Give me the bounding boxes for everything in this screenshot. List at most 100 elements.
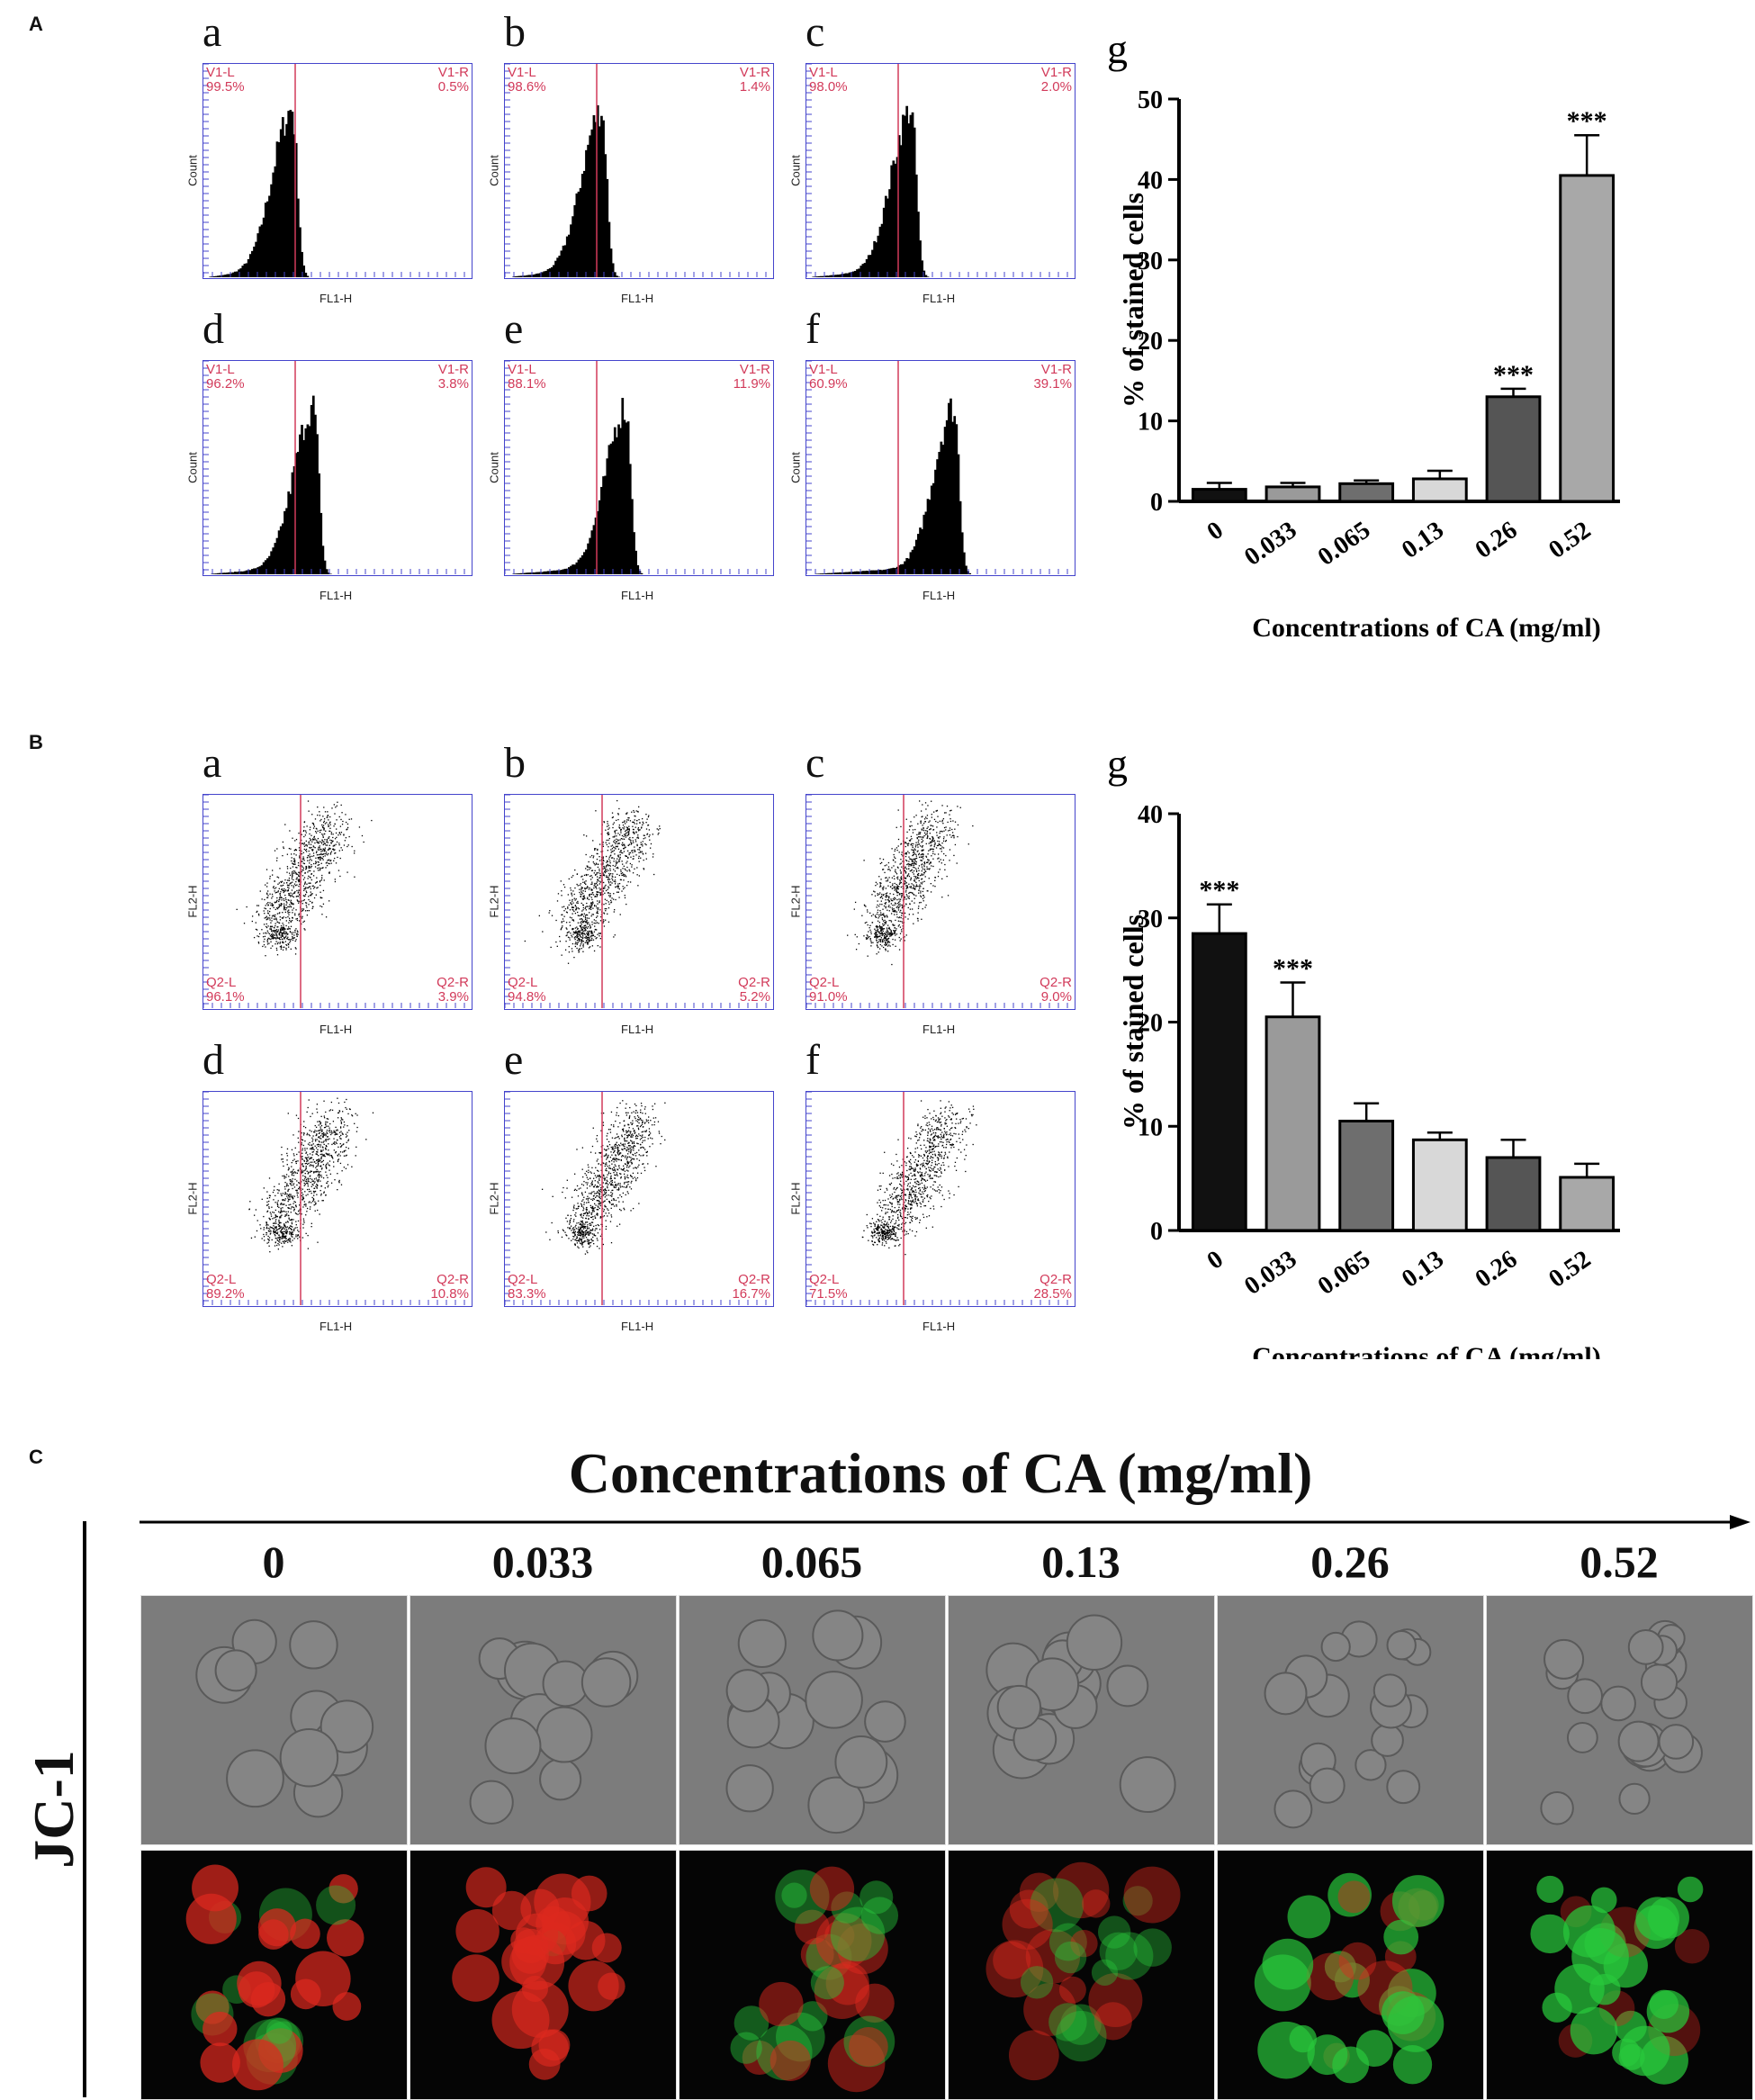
scatter-point xyxy=(628,828,629,829)
scatter-point xyxy=(283,1161,284,1162)
scatter-point xyxy=(286,1174,287,1175)
scatter-point xyxy=(866,922,867,923)
scatter-point xyxy=(893,865,894,866)
scatter-point xyxy=(583,898,584,899)
scatter-point xyxy=(295,872,296,873)
scatter-point xyxy=(913,854,914,855)
scatter-point xyxy=(338,1103,339,1104)
scatter-point xyxy=(893,860,894,861)
scatter-point xyxy=(608,901,609,902)
scatter-point xyxy=(277,938,278,939)
scatter-point xyxy=(265,917,266,918)
scatter-point xyxy=(945,812,946,813)
scatter-point xyxy=(289,942,290,943)
scatter-point xyxy=(919,865,920,866)
scatter-point xyxy=(608,907,609,908)
scatter-point xyxy=(316,1134,317,1135)
scatter-point xyxy=(889,935,890,936)
scatter-point xyxy=(340,819,341,820)
scatter-point xyxy=(294,913,295,914)
scatter-point xyxy=(579,889,580,890)
scatter-point xyxy=(895,849,896,850)
scatter-point xyxy=(900,921,901,922)
scatter-point xyxy=(597,849,598,850)
scatter-point xyxy=(597,885,598,886)
scatter-point xyxy=(891,903,892,904)
scatter-point xyxy=(905,872,906,873)
scatter-point xyxy=(329,816,330,817)
scatter-point xyxy=(926,828,927,829)
scatter-point xyxy=(628,838,629,839)
scatter-point xyxy=(581,939,582,940)
scatter-point xyxy=(869,930,870,931)
scatter-point xyxy=(620,879,621,880)
scatter-point xyxy=(327,865,328,866)
scatter-point xyxy=(911,825,912,826)
scatter-point xyxy=(269,911,270,912)
scatter-point xyxy=(893,911,894,912)
scatter-point xyxy=(575,909,576,910)
scatter-point xyxy=(346,1109,347,1110)
scatter-point xyxy=(933,849,934,850)
scatter-point xyxy=(905,856,906,857)
scatter-point xyxy=(884,924,885,925)
scatter-point xyxy=(937,822,938,823)
scatter-point xyxy=(282,935,283,936)
scatter-point xyxy=(277,913,278,914)
scatter-point xyxy=(302,1206,303,1207)
scatter-point xyxy=(313,837,314,838)
scatter-point xyxy=(322,841,323,842)
scatter-point xyxy=(870,939,871,940)
scatter-point xyxy=(297,874,298,875)
scatter-point xyxy=(622,863,623,864)
scatter-point xyxy=(576,884,577,885)
scatter-point xyxy=(576,902,577,903)
scatter-point xyxy=(919,857,920,858)
scatter-point xyxy=(630,842,631,843)
scatter-point xyxy=(603,875,604,876)
scatter-point xyxy=(575,936,576,937)
scatter-point xyxy=(879,925,880,926)
scatter-point xyxy=(286,905,287,906)
scatter-point xyxy=(883,947,884,948)
scatter-point xyxy=(908,869,909,870)
scatter-point xyxy=(646,818,647,819)
scatter-point xyxy=(320,1190,321,1191)
flow-plot-frame xyxy=(202,360,472,576)
scatter-point xyxy=(574,937,575,938)
scatter-point xyxy=(274,1235,275,1236)
scatter-point xyxy=(917,824,918,825)
scatter-point xyxy=(620,832,621,833)
scatter-point xyxy=(313,1191,314,1192)
gate-right-pct: 39.1% xyxy=(982,377,1072,392)
scatter-point xyxy=(303,1180,304,1181)
scatter-point xyxy=(292,940,293,941)
scatter-point xyxy=(932,885,933,886)
scatter-point xyxy=(649,840,650,841)
scatter-point xyxy=(621,838,622,839)
scatter-point xyxy=(299,855,300,856)
scatter-point xyxy=(295,909,296,910)
scatter-point xyxy=(901,871,902,872)
scatter-point xyxy=(303,886,304,887)
scatter-point xyxy=(336,833,337,834)
scatter-point xyxy=(901,867,902,868)
scatter-point xyxy=(609,893,610,894)
scatter-point xyxy=(580,896,581,897)
scatter-point xyxy=(887,942,888,943)
scatter-point xyxy=(622,868,623,869)
scatter-point xyxy=(331,1144,332,1145)
scatter-point xyxy=(269,1239,270,1240)
scatter-point xyxy=(879,935,880,936)
scatter-point xyxy=(315,1185,316,1186)
scatter-point xyxy=(580,943,581,944)
scatter-point xyxy=(332,841,333,842)
scatter-point xyxy=(638,858,639,859)
scatter-point xyxy=(876,937,877,938)
scatter-point xyxy=(273,1192,274,1193)
scatter-point xyxy=(584,881,585,882)
scatter-point xyxy=(886,910,887,911)
scatter-point xyxy=(266,903,267,904)
